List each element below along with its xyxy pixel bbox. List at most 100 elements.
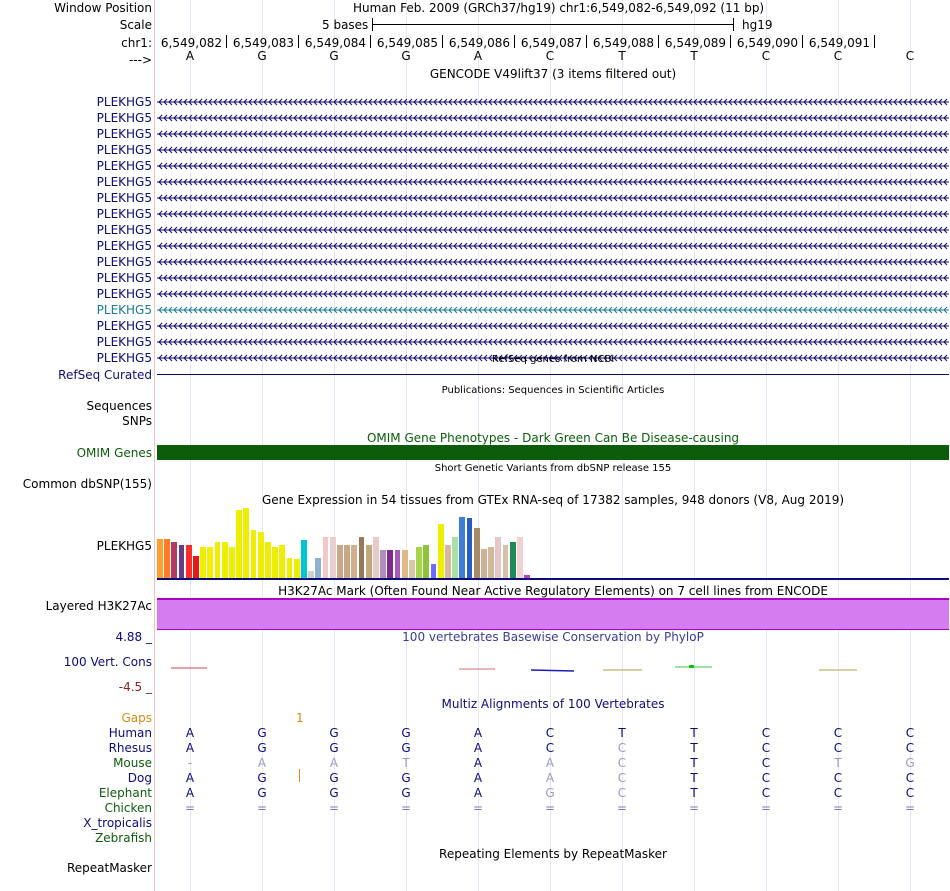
gencode-transcript-line[interactable] bbox=[157, 95, 949, 109]
gtex-tissue-bar[interactable] bbox=[365, 545, 372, 578]
gencode-transcript-line[interactable] bbox=[157, 319, 949, 333]
gtex-tissue-bar[interactable] bbox=[164, 539, 170, 578]
gtex-tissue-bar[interactable] bbox=[524, 575, 530, 578]
gtex-tissue-bar[interactable] bbox=[265, 542, 271, 578]
gencode-gene-label[interactable]: PLEKHG5 bbox=[96, 207, 152, 221]
multiz-species-label[interactable]: Mouse bbox=[113, 756, 152, 770]
multiz-species-label[interactable]: Rhesus bbox=[108, 741, 152, 755]
multiz-species-label[interactable]: Human bbox=[108, 726, 152, 740]
gencode-gene-label[interactable]: PLEKHG5 bbox=[96, 239, 152, 253]
gtex-tissue-bar[interactable] bbox=[315, 558, 322, 578]
gencode-transcript-line[interactable] bbox=[157, 175, 949, 189]
gtex-tissue-bar[interactable] bbox=[301, 540, 307, 578]
gtex-tissue-bar[interactable] bbox=[200, 547, 206, 578]
gencode-gene-label[interactable]: PLEKHG5 bbox=[96, 127, 152, 141]
gtex-tissue-bar[interactable] bbox=[351, 545, 358, 578]
h3k27ac-track-label[interactable]: Layered H3K27Ac bbox=[45, 599, 152, 613]
gtex-tissue-bar[interactable] bbox=[236, 510, 242, 578]
gencode-gene-label[interactable]: PLEKHG5 bbox=[96, 271, 152, 285]
gencode-gene-label[interactable]: PLEKHG5 bbox=[96, 175, 152, 189]
gtex-tissue-bar[interactable] bbox=[337, 545, 343, 578]
multiz-species-label[interactable]: X_tropicalis bbox=[83, 816, 152, 830]
gtex-tissue-bar[interactable] bbox=[452, 537, 458, 578]
ruler-position[interactable]: 6,549,087 bbox=[520, 36, 582, 50]
publications-sequences-label[interactable]: Sequences bbox=[86, 399, 152, 413]
refseq-gene-line[interactable] bbox=[157, 374, 949, 375]
gtex-tissue-bar[interactable] bbox=[344, 545, 350, 578]
refseq-track-title[interactable]: RefSeq genes from NCBI bbox=[491, 354, 615, 365]
gencode-gene-label[interactable]: PLEKHG5 bbox=[96, 319, 152, 333]
gencode-transcript-line[interactable] bbox=[157, 159, 949, 173]
scale-label[interactable]: Scale bbox=[119, 18, 152, 32]
strand-label[interactable]: ---> bbox=[128, 53, 152, 67]
gtex-tissue-bar[interactable] bbox=[178, 545, 185, 578]
gencode-gene-label[interactable]: PLEKHG5 bbox=[96, 351, 152, 365]
gencode-gene-label[interactable]: PLEKHG5 bbox=[96, 143, 152, 157]
ruler-position[interactable]: 6,549,082 bbox=[160, 36, 222, 50]
gencode-transcript-line[interactable] bbox=[157, 255, 949, 269]
gtex-tissue-bar[interactable] bbox=[430, 564, 437, 578]
gtex-tissue-bar[interactable] bbox=[387, 550, 394, 578]
omim-track-title[interactable]: OMIM Gene Phenotypes - Dark Green Can Be… bbox=[366, 431, 740, 445]
gencode-gene-label[interactable]: PLEKHG5 bbox=[96, 335, 152, 349]
gtex-tissue-bar[interactable] bbox=[293, 559, 300, 578]
gtex-tissue-bar[interactable] bbox=[394, 550, 401, 578]
gencode-transcript-line[interactable] bbox=[157, 223, 949, 237]
multiz-track-title[interactable]: Multiz Alignments of 100 Vertebrates bbox=[441, 697, 665, 711]
gtex-tissue-bar[interactable] bbox=[272, 547, 278, 578]
gtex-tissue-bar[interactable] bbox=[423, 545, 430, 578]
multiz-species-label[interactable]: Elephant bbox=[98, 786, 152, 800]
gtex-tissue-bar[interactable] bbox=[214, 542, 221, 578]
gtex-tissue-bar[interactable] bbox=[509, 542, 516, 578]
gtex-tissue-bar[interactable] bbox=[221, 542, 228, 578]
omim-phenotype-bar[interactable] bbox=[157, 445, 949, 460]
gtex-tissue-bar[interactable] bbox=[308, 571, 314, 578]
phylop-track-label[interactable]: 100 Vert. Cons bbox=[63, 655, 152, 669]
chrom-label[interactable]: chr1: bbox=[121, 36, 152, 50]
gtex-tissue-bar[interactable] bbox=[466, 518, 473, 578]
gtex-tissue-bar[interactable] bbox=[502, 545, 509, 578]
gencode-gene-label[interactable]: PLEKHG5 bbox=[96, 191, 152, 205]
gtex-tissue-bar[interactable] bbox=[409, 560, 415, 578]
gencode-transcript-line[interactable] bbox=[157, 143, 949, 157]
gencode-gene-label[interactable]: PLEKHG5 bbox=[96, 111, 152, 125]
dbsnp-track-title[interactable]: Short Genetic Variants from dbSNP releas… bbox=[434, 463, 672, 474]
h3k27ac-signal[interactable] bbox=[157, 598, 949, 630]
gtex-tissue-bar[interactable] bbox=[401, 550, 408, 578]
gencode-transcript-line[interactable] bbox=[157, 191, 949, 205]
gencode-gene-label[interactable]: PLEKHG5 bbox=[96, 287, 152, 301]
gencode-gene-label[interactable]: PLEKHG5 bbox=[96, 255, 152, 269]
multiz-species-label[interactable]: Zebrafish bbox=[95, 831, 152, 845]
gencode-track-title[interactable]: GENCODE V49lift37 (3 items filtered out) bbox=[429, 67, 677, 81]
gtex-tissue-bar[interactable] bbox=[358, 537, 365, 578]
multiz-species-label[interactable]: Chicken bbox=[104, 801, 152, 815]
gencode-transcript-line[interactable] bbox=[157, 271, 949, 285]
omim-track-label[interactable]: OMIM Genes bbox=[76, 446, 152, 460]
multiz-gaps-label[interactable]: Gaps bbox=[121, 711, 152, 725]
gtex-tissue-bar[interactable] bbox=[459, 517, 466, 578]
gtex-tissue-bar[interactable] bbox=[229, 547, 235, 578]
gtex-tissue-bar[interactable] bbox=[373, 537, 379, 578]
gtex-expression-chart[interactable] bbox=[157, 508, 537, 578]
gtex-tissue-bar[interactable] bbox=[185, 545, 192, 578]
publications-track-title[interactable]: Publications: Sequences in Scientific Ar… bbox=[441, 385, 665, 396]
ruler-position[interactable]: 6,549,085 bbox=[376, 36, 438, 50]
gtex-tissue-bar[interactable] bbox=[207, 547, 214, 578]
gencode-transcript-line[interactable] bbox=[157, 127, 949, 141]
gtex-tissue-bar[interactable] bbox=[257, 532, 264, 578]
phylop-signal[interactable] bbox=[157, 660, 949, 676]
gtex-tissue-bar[interactable] bbox=[445, 545, 451, 578]
gencode-gene-label[interactable]: PLEKHG5 bbox=[96, 159, 152, 173]
ruler-position[interactable]: 6,549,088 bbox=[592, 36, 654, 50]
gtex-tissue-bar[interactable] bbox=[279, 545, 286, 578]
gtex-tissue-bar[interactable] bbox=[250, 530, 257, 578]
gtex-tissue-bar[interactable] bbox=[243, 508, 250, 578]
gtex-tissue-bar[interactable] bbox=[437, 524, 444, 578]
gencode-transcript-line[interactable] bbox=[157, 111, 949, 125]
gencode-gene-label[interactable]: PLEKHG5 bbox=[96, 95, 152, 109]
gtex-tissue-bar[interactable] bbox=[157, 539, 163, 578]
repeatmasker-track-title[interactable]: Repeating Elements by RepeatMasker bbox=[439, 847, 667, 861]
gtex-tissue-bar[interactable] bbox=[329, 537, 336, 578]
repeatmasker-track-label[interactable]: RepeatMasker bbox=[66, 861, 152, 875]
gtex-tissue-bar[interactable] bbox=[495, 537, 502, 578]
